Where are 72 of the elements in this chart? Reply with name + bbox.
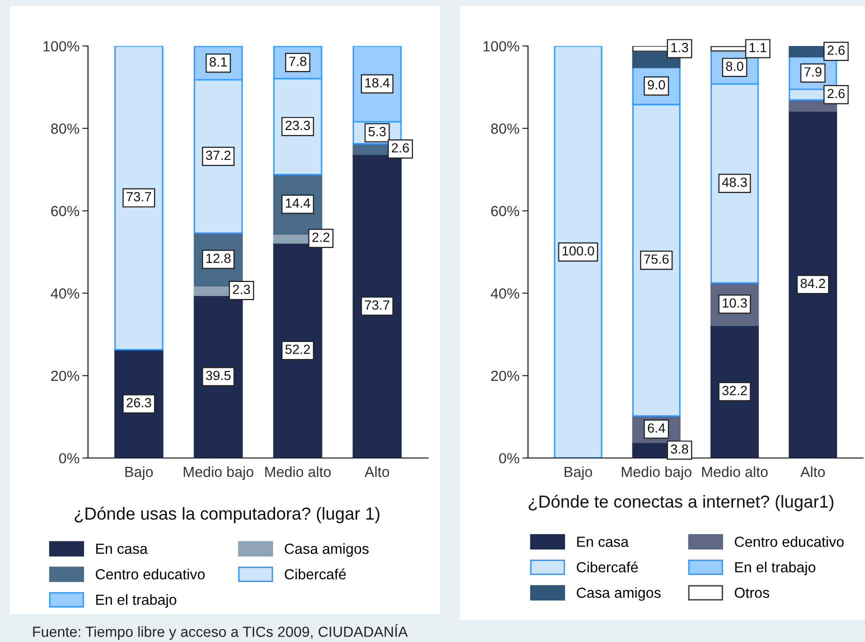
y-tick-label: 80%: [51, 124, 80, 134]
data-label: 3.8: [670, 444, 688, 454]
data-label: 2.6: [828, 46, 845, 55]
y-tick-label: 100%: [43, 41, 80, 52]
x-tick-label: Medio bajo: [184, 466, 254, 480]
source-note: Fuente: Tiempo libre y acceso a TICs 2009, CIUDADANÍA: [33, 624, 408, 640]
legend-label: Casa amigos: [576, 587, 661, 601]
bar: [273, 242, 322, 458]
y-tick-label: 60%: [51, 206, 80, 216]
data-label: 8.0: [726, 62, 744, 71]
bar: [352, 154, 402, 458]
y-tick-label: 0%: [59, 453, 80, 464]
bar: [788, 110, 838, 458]
legend-label: Centro educativo: [734, 536, 844, 547]
data-label: 26.3: [126, 398, 152, 408]
data-label: 37.2: [206, 150, 230, 160]
x-tick-label: Medio alto: [265, 466, 331, 478]
x-tick-label: Bajo: [125, 466, 153, 480]
legend-label: Centro educativo: [96, 568, 205, 580]
legend-label: Otros: [734, 588, 770, 598]
x-tick-label: Medio alto: [702, 466, 768, 478]
data-label: 9.0: [648, 80, 666, 90]
data-label: 14.4: [286, 198, 310, 208]
x-tick-label: Bajo: [564, 466, 592, 480]
y-tick-label: 80%: [491, 124, 520, 134]
x-tick-label: Medio bajo: [622, 466, 692, 480]
bar: [114, 46, 164, 350]
data-label: 2.6: [828, 88, 845, 98]
text: ¿Dónde usas la computadora? (lugar 1): [74, 506, 380, 524]
data-label: 52.2: [285, 344, 310, 354]
y-tick-label: 20%: [51, 370, 80, 382]
data-label: 32.2: [722, 386, 747, 396]
data-label: 8.1: [210, 57, 227, 67]
x-tick-label: Alto: [800, 466, 825, 478]
legend-label: En casa: [577, 536, 629, 547]
legend-label: Casa amigos: [284, 543, 369, 557]
data-label: 73.7: [364, 300, 390, 310]
bar: [194, 294, 243, 458]
data-label: 7.8: [289, 56, 306, 66]
data-label: 48.3: [722, 178, 747, 187]
data-label: 6.4: [648, 423, 666, 433]
data-label: 12.8: [206, 254, 231, 263]
legend-label: En el trabajo: [96, 594, 176, 608]
legend-label: En casa: [96, 544, 148, 554]
y-tick-label: 60%: [491, 206, 520, 216]
y-tick-label: 40%: [490, 288, 520, 299]
data-label: 10.3: [722, 298, 747, 308]
data-label: 75.6: [644, 254, 669, 264]
y-tick-label: 0%: [499, 453, 520, 464]
data-label: 2.3: [232, 284, 250, 294]
data-label: 1.1: [750, 43, 766, 52]
y-tick-label: 100%: [483, 41, 520, 52]
data-label: 18.4: [365, 78, 390, 88]
data-label: 84.2: [800, 278, 826, 288]
y-tick-label: 40%: [50, 288, 80, 299]
data-label: 23.3: [286, 120, 310, 130]
data-label: 7.9: [804, 67, 822, 77]
data-label: 2.6: [392, 143, 409, 153]
x-tick-label: Alto: [364, 466, 390, 478]
bar: [554, 46, 602, 458]
legend-label: Cibercafé: [284, 568, 346, 580]
data-label: 39.5: [206, 370, 231, 380]
text: ¿Dónde te conectas a internet? (lugar1): [528, 494, 834, 512]
data-label: 2.2: [312, 232, 330, 242]
legend-label: En el trabajo: [735, 562, 816, 576]
y-tick-label: 20%: [491, 370, 520, 382]
data-label: 100.0: [562, 246, 594, 256]
data-label: 73.7: [126, 192, 152, 202]
data-label: 1.3: [671, 42, 688, 52]
data-label: 5.3: [368, 126, 386, 136]
legend-label: Cibercafé: [576, 562, 638, 572]
bar: [710, 324, 759, 458]
